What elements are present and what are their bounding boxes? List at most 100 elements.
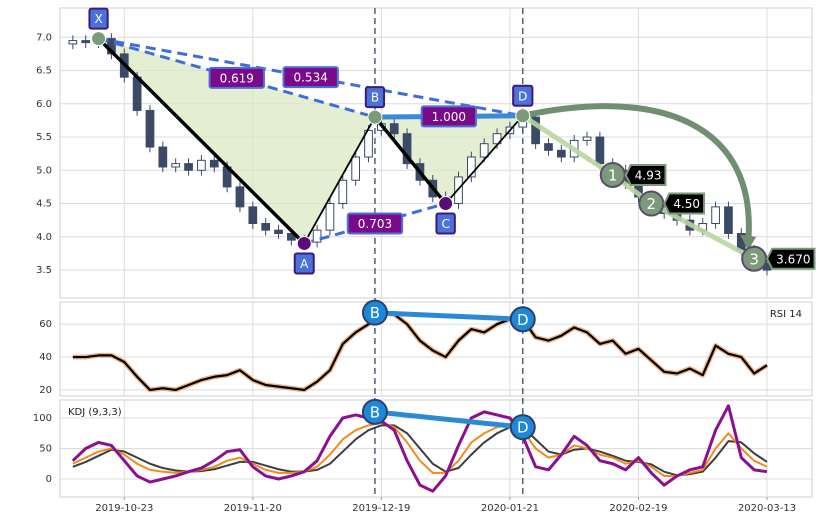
pattern-label-box [364, 86, 386, 109]
y-tick-label: 4.5 [36, 199, 52, 210]
pattern-label-box [88, 7, 109, 30]
divergence-label: B [370, 403, 380, 421]
candle-body [274, 229, 283, 234]
x-tick-label: 2019-11-20 [224, 503, 282, 514]
ratio-label-box [208, 66, 265, 89]
y-tick-label: 60 [39, 319, 52, 330]
pattern-label-text: A [300, 257, 309, 271]
target-callout-box [663, 192, 706, 215]
pattern-leg [97, 37, 306, 245]
candle-body [544, 143, 553, 151]
candle-body [582, 136, 592, 141]
candle-body [466, 156, 476, 178]
candle-body [711, 206, 720, 225]
y-tick-label: 7.0 [36, 32, 52, 43]
y-tick-label: 4.0 [36, 232, 52, 243]
ratio-label-text: 1.000 [432, 110, 466, 124]
ratio-label: 0.534 [282, 66, 339, 89]
pattern-leg [444, 115, 524, 205]
candle-body [184, 163, 193, 171]
y-tick-label: 6.0 [36, 99, 52, 110]
pattern-label: C [435, 212, 456, 235]
candle-body [595, 136, 605, 165]
candle-body [261, 223, 271, 231]
ratio-label-text: 0.703 [358, 217, 392, 231]
pattern-label-text: B [371, 91, 379, 105]
candle-body [158, 146, 168, 168]
y-tick-label: 5.5 [36, 132, 52, 143]
ratio-label: 0.703 [346, 212, 404, 235]
candle-body [209, 159, 219, 168]
pattern-leg [303, 116, 376, 244]
pattern-label: B [364, 86, 386, 109]
target-arc [522, 103, 752, 244]
pattern-label: X [88, 7, 109, 30]
pattern-leg [373, 115, 447, 205]
series-line [71, 404, 768, 493]
x-tick-label: 2020-01-21 [481, 503, 539, 514]
panel-title: KDJ (9,3,3) [68, 407, 122, 418]
ratio-label: 1.000 [420, 105, 478, 128]
target-callout: 4.93 [624, 163, 667, 186]
divergence-point [509, 414, 536, 441]
target-label: 2 [647, 195, 657, 213]
x-tick-label: 2020-03-13 [738, 503, 796, 514]
divergence-label: D [517, 311, 529, 329]
candle-body [145, 109, 155, 148]
pattern-shade [374, 115, 523, 204]
y-tick-label: 6.5 [36, 66, 52, 77]
x-tick-label: 2019-12-19 [352, 503, 410, 514]
pattern-point [438, 196, 454, 212]
target-callout-box [766, 247, 816, 270]
target-arrowhead [740, 234, 757, 251]
target-label: 1 [608, 166, 618, 184]
target-value: 4.50 [673, 197, 700, 211]
target-value: 4.93 [635, 168, 662, 182]
x-tick-label: 2019-10-23 [95, 503, 153, 514]
candle-body [556, 149, 566, 158]
target-path [521, 113, 756, 261]
target-callout: 3.670 [766, 247, 816, 270]
y-tick-label: 5.0 [36, 165, 52, 176]
target-callout-box [624, 163, 667, 186]
y-tick-label: 40 [39, 352, 52, 363]
candle-body [338, 179, 348, 205]
ratio-label-text: 0.534 [293, 71, 327, 85]
legend-label: RSI 14 [770, 309, 802, 320]
divergence-line [374, 409, 524, 430]
pattern-shade [98, 38, 375, 244]
target-label: 3 [749, 250, 759, 268]
candle-body [351, 156, 361, 181]
candle-body [171, 163, 181, 168]
pattern-point [91, 31, 107, 47]
target-value: 3.670 [776, 252, 810, 266]
pattern-label: D [512, 84, 534, 107]
candle-body [68, 40, 78, 45]
ratio-label-box [282, 66, 339, 89]
candle-body [724, 206, 733, 234]
pattern-label-text: D [518, 89, 527, 103]
divergence-point [361, 398, 388, 425]
ratio-label-box [420, 105, 478, 128]
candle-body [325, 203, 335, 231]
pattern-label-box [293, 252, 315, 275]
candle-body [235, 186, 245, 208]
candle-body [312, 229, 322, 243]
series-line [72, 311, 768, 392]
pattern-label: A [293, 252, 315, 275]
divergence-point [509, 306, 536, 333]
ratio-label-box [346, 212, 404, 235]
divergence-label: B [370, 304, 380, 322]
candle-body [531, 116, 540, 145]
divergence-label: D [517, 419, 529, 437]
candle-body [248, 206, 258, 225]
pattern-point [515, 108, 531, 124]
ratio-label: 0.619 [208, 66, 265, 89]
pattern-point [367, 109, 383, 125]
candle-body [389, 123, 399, 135]
pattern-label-box [435, 212, 456, 235]
y-tick-label: 20 [39, 385, 52, 396]
pattern-label-text: X [94, 12, 102, 26]
candle-body [197, 159, 206, 171]
